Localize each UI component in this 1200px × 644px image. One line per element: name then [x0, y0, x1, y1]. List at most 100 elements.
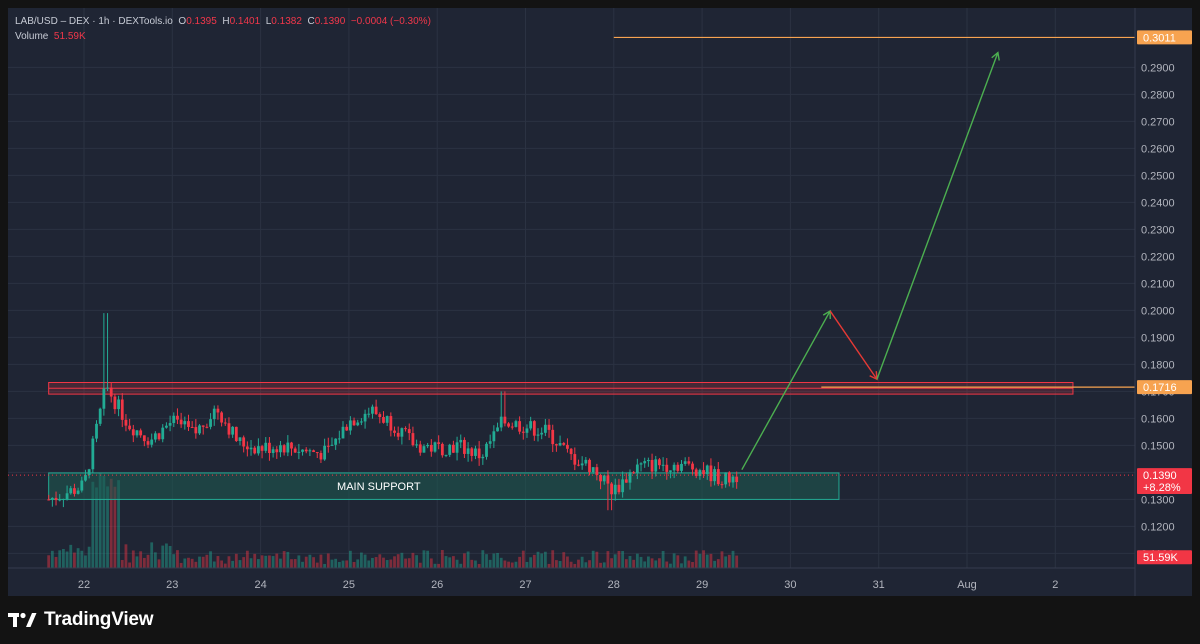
volume-bar: [437, 563, 441, 568]
candle-body: [242, 437, 246, 447]
candle-body: [172, 415, 176, 424]
volume-bar: [323, 563, 327, 568]
volume-bar: [201, 556, 205, 568]
volume-bar: [194, 561, 198, 568]
candle-body: [120, 399, 124, 420]
candle-body: [658, 459, 661, 466]
tradingview-logo-icon[interactable]: [8, 610, 38, 630]
volume-bar: [724, 556, 728, 568]
candle-body: [76, 490, 80, 494]
candle-body: [371, 406, 374, 414]
volume-bar: [702, 550, 705, 568]
x-tick-label: 23: [166, 579, 178, 591]
volume-bar: [139, 551, 143, 568]
volume-bar: [91, 481, 95, 568]
y-tick-label: 0.1900: [1141, 332, 1175, 344]
candle-body: [161, 427, 165, 440]
candle-body: [532, 421, 536, 436]
candle-body: [437, 442, 441, 444]
volume-bar: [113, 486, 117, 568]
volume-bar: [389, 559, 393, 568]
volume-bar: [455, 559, 459, 568]
volume-bar: [61, 548, 65, 568]
price-label-text: +8.28%: [1143, 482, 1181, 494]
candle-body: [646, 459, 650, 462]
candle-body: [293, 448, 297, 453]
volume-bar: [297, 555, 301, 568]
brand-name[interactable]: TradingView: [44, 609, 154, 630]
volume-bar: [131, 550, 135, 568]
volume-bar: [352, 561, 356, 568]
legend-row-volume: Volume 51.59K: [15, 29, 431, 44]
chart-canvas[interactable]: MAIN SUPPORT 0.11000.12000.13000.14000.1…: [8, 8, 1192, 596]
volume-bar: [165, 543, 168, 568]
candle-body: [308, 450, 312, 452]
volume-bar: [654, 560, 658, 568]
candle-body: [61, 499, 65, 501]
volume-bar: [279, 558, 282, 568]
candle-body: [131, 429, 135, 436]
candle-body: [319, 453, 323, 460]
volume-bar: [54, 556, 58, 568]
volume-bar: [360, 552, 363, 568]
candle-body: [440, 443, 444, 456]
volume-bar: [223, 563, 227, 568]
candle-body: [301, 449, 304, 452]
price-label-text: 51.59K: [1143, 552, 1179, 564]
candle-body: [606, 475, 610, 484]
candle-body: [245, 446, 249, 450]
price-label-text: 0.1390: [1143, 470, 1177, 482]
volume-bar: [205, 554, 209, 568]
volume-bar: [268, 555, 271, 568]
volume-bar: [301, 561, 304, 568]
volume-bar: [573, 563, 577, 568]
candle-body: [297, 451, 301, 453]
candle-body: [275, 449, 279, 453]
candle-body: [334, 438, 338, 445]
volume-bar: [713, 560, 717, 568]
candle-body: [521, 431, 525, 433]
volume-bar: [187, 557, 190, 568]
candle-body: [683, 461, 687, 464]
volume-bar: [260, 555, 264, 568]
volume-bar: [610, 558, 613, 568]
candle-body: [253, 447, 257, 454]
volume-bar: [190, 558, 194, 568]
candle-body: [481, 456, 485, 459]
chart-area[interactable]: MAIN SUPPORT 0.11000.12000.13000.14000.1…: [8, 8, 1192, 596]
volume-bar: [551, 550, 555, 568]
volume-bar: [58, 550, 62, 568]
volume-bar: [337, 561, 341, 568]
candle-body: [702, 470, 705, 475]
volume-bar: [580, 556, 584, 568]
candle-body: [621, 479, 625, 493]
candle-body: [492, 431, 496, 442]
candle-body: [536, 434, 540, 436]
candle-body: [238, 437, 242, 441]
candle-body: [569, 448, 573, 455]
volume-bar: [705, 554, 709, 568]
volume-bar: [621, 550, 625, 568]
candle-body: [363, 413, 367, 422]
candle-body: [168, 423, 172, 426]
volume-bar: [249, 558, 253, 568]
volume-bar: [227, 556, 231, 568]
candle-body: [323, 445, 327, 460]
y-tick-label: 0.2800: [1141, 89, 1175, 101]
volume-bar: [231, 560, 235, 568]
volume-bar: [308, 554, 312, 568]
legend-volume-label: Volume: [15, 31, 49, 42]
candle-body: [676, 464, 680, 471]
candle-body: [459, 439, 463, 443]
volume-bar: [507, 561, 510, 568]
volume-bar: [315, 562, 319, 568]
candle-body: [724, 472, 728, 485]
candle-body: [179, 419, 183, 425]
arrow-down: [829, 310, 878, 381]
y-tick-label: 0.2300: [1141, 224, 1175, 236]
candle-body: [635, 464, 639, 473]
candle-body: [400, 428, 404, 437]
candle-body: [304, 449, 308, 452]
candle-body: [360, 421, 363, 423]
volume-bar: [680, 563, 683, 568]
